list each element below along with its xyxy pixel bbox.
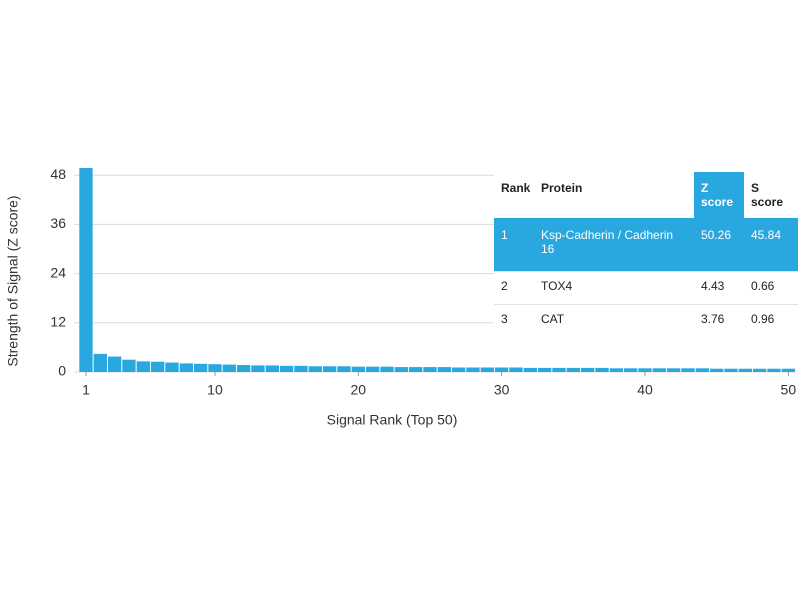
bar (165, 362, 179, 372)
x-tick-label: 20 (351, 382, 367, 398)
bar (79, 168, 93, 372)
y-tick-label: 24 (50, 264, 66, 280)
x-tick-label: 40 (637, 382, 653, 398)
bar (752, 368, 767, 372)
bar (322, 366, 337, 372)
bar (179, 363, 193, 372)
bar (767, 368, 781, 372)
bar (265, 365, 279, 372)
x-tick-label: 50 (781, 382, 797, 398)
bar (380, 366, 394, 372)
y-tick-label: 48 (50, 166, 66, 182)
bar (365, 366, 380, 372)
bar (423, 367, 437, 372)
column-header: Rank (501, 181, 531, 195)
table-cell: 3.76 (694, 304, 744, 337)
x-tick-label: 30 (494, 382, 510, 398)
bar (509, 367, 523, 372)
table-cell: 0.66 (744, 271, 798, 305)
bar (337, 366, 351, 372)
bar (408, 367, 423, 372)
table-row: 3 CAT 3.76 0.96 (494, 304, 798, 337)
table-cell: 4.43 (694, 271, 744, 305)
table-cell: 45.84 (744, 218, 798, 272)
bar (724, 368, 738, 372)
table-header: Rank Protein Z score S score (494, 172, 798, 218)
bar (681, 368, 695, 372)
table-cell: CAT (534, 304, 694, 337)
y-tick-label: 12 (50, 314, 66, 330)
bar (236, 365, 251, 372)
table-cell: TOX4 (534, 271, 694, 305)
bar (494, 367, 509, 372)
bar (208, 364, 222, 372)
bar (709, 368, 724, 372)
bar (595, 367, 609, 372)
bar (666, 368, 681, 372)
bar (480, 367, 494, 372)
bar (136, 361, 150, 372)
top-proteins-table: Rank Protein Z score S score 1 Ksp-Cadherin … (494, 172, 798, 337)
y-tick-label: 36 (50, 215, 66, 231)
table-cell: 1 (494, 218, 534, 272)
bar (580, 367, 595, 372)
bar (609, 368, 623, 372)
bar (150, 361, 165, 372)
bar (437, 367, 451, 372)
bar (251, 365, 265, 372)
bar (394, 367, 408, 372)
bar (93, 353, 107, 372)
bar (122, 359, 136, 372)
bar (623, 368, 638, 372)
bar (738, 368, 752, 372)
y-axis-label: Strength of Signal (Z score) (5, 195, 21, 366)
y-tick-label: 0 (58, 363, 66, 379)
bar (781, 368, 795, 372)
table-cell: 3 (494, 304, 534, 337)
column-header: S score (751, 181, 784, 209)
bar (523, 367, 537, 372)
bar (466, 367, 480, 372)
bar (638, 368, 652, 372)
bar (695, 368, 709, 372)
bar (537, 367, 552, 372)
bar (294, 365, 308, 372)
bar (451, 367, 466, 372)
table-cell: 0.96 (744, 304, 798, 337)
bar (107, 356, 122, 372)
bar (351, 366, 365, 372)
x-tick-label: 10 (207, 382, 223, 398)
bar (222, 364, 236, 372)
column-header: Protein (541, 181, 583, 195)
table-row: 1 Ksp-Cadherin / Cadherin 16 50.26 45.84 (494, 218, 798, 272)
bar (308, 366, 322, 372)
bar (566, 367, 580, 372)
bar (652, 368, 666, 372)
table-cell: Ksp-Cadherin / Cadherin 16 (534, 218, 694, 272)
table-row: 2 TOX4 4.43 0.66 (494, 271, 798, 305)
column-header: Z score (694, 172, 744, 218)
x-tick-label: 1 (82, 382, 90, 398)
table-cell: 2 (494, 271, 534, 305)
bar (279, 365, 294, 372)
bar (193, 363, 208, 372)
bar (552, 367, 566, 372)
x-axis-label: Signal Rank (Top 50) (327, 412, 458, 428)
table-cell: 50.26 (694, 218, 744, 272)
